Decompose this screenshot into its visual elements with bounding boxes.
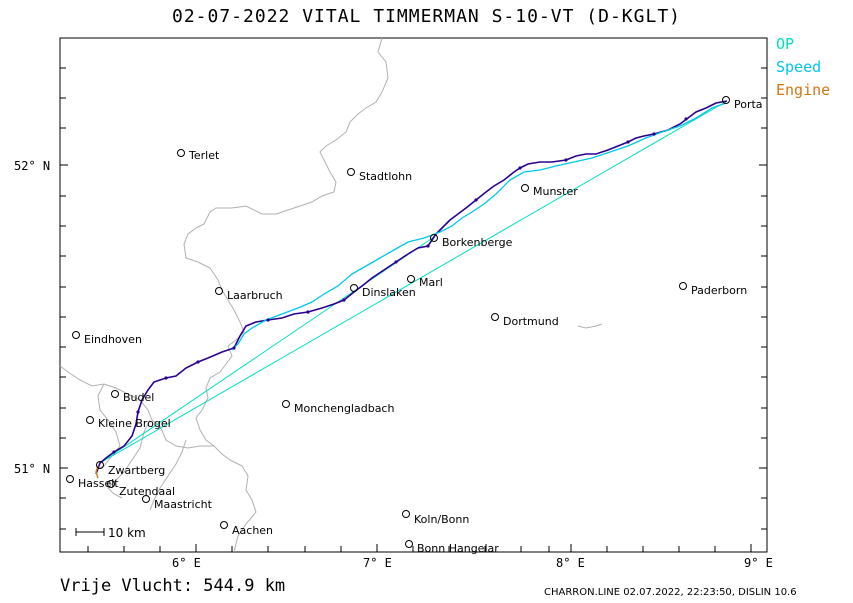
label-koln-bonn: Koln/Bonn	[414, 513, 469, 526]
lon-label-7: 7° E	[363, 556, 392, 570]
label-budel: Budel	[123, 391, 154, 404]
marker-marl	[407, 275, 415, 283]
country-borders	[59, 37, 603, 553]
marker-porta	[722, 96, 730, 104]
legend-engine: Engine	[776, 81, 831, 99]
scale-bar	[75, 528, 105, 536]
label-aachen: Aachen	[232, 524, 273, 537]
marker-borkenberge	[430, 234, 438, 242]
lon-label-8: 8° E	[556, 556, 585, 570]
marker-kleine-brogel	[86, 416, 94, 424]
marker-zwartberg	[96, 461, 104, 469]
legend-speed: Speed	[776, 58, 822, 76]
marker-dortmund	[491, 313, 499, 321]
label-eindhoven: Eindhoven	[84, 333, 142, 346]
label-borkenberge: Borkenberge	[442, 236, 513, 249]
place-labels: Terlet Stadtlohn Munster Porta Borkenber…	[78, 98, 763, 555]
axis-ticks	[60, 67, 767, 552]
label-porta: Porta	[734, 98, 763, 111]
place-markers	[66, 96, 730, 548]
speed-track	[231, 102, 727, 351]
scale-bar-label: 10 km	[108, 526, 146, 540]
marker-laarbruch	[215, 287, 223, 295]
label-kleine-brogel: Kleine Brogel	[98, 417, 171, 430]
label-munster: Munster	[533, 185, 578, 198]
footer-info: CHARRON.LINE 02.07.2022, 22:23:50, DISLI…	[544, 587, 797, 598]
marker-stadtlohn	[347, 168, 355, 176]
label-zwartberg: Zwartberg	[108, 464, 165, 477]
label-maastricht: Maastricht	[154, 498, 213, 511]
label-bonn-hangelar: Bonn Hangelar	[417, 542, 499, 555]
flight-track	[95, 100, 728, 475]
label-dinslaken: Dinslaken	[362, 286, 416, 299]
map-title: 02-07-2022 VITAL TIMMERMAN S-10-VT (D-KG…	[172, 6, 681, 27]
marker-budel	[111, 390, 119, 398]
label-zutendaal: Zutendaal	[119, 485, 175, 498]
label-terlet: Terlet	[188, 149, 220, 162]
marker-munster	[521, 184, 529, 192]
label-monchengladbach: Monchengladbach	[294, 402, 394, 415]
label-paderborn: Paderborn	[691, 284, 747, 297]
marker-maastricht	[142, 495, 150, 503]
marker-hasselt	[66, 475, 74, 483]
engine-track	[95, 465, 99, 479]
label-stadtlohn: Stadtlohn	[359, 170, 412, 183]
marker-paderborn	[679, 282, 687, 290]
track-fix-markers	[112, 117, 688, 454]
marker-koln-bonn	[402, 510, 410, 518]
free-flight-distance: Vrije Vlucht: 544.9 km	[60, 576, 286, 596]
marker-terlet	[177, 149, 185, 157]
label-laarbruch: Laarbruch	[227, 289, 283, 302]
legend-op: OP	[776, 35, 795, 53]
marker-zutendaal	[107, 480, 115, 488]
marker-bonn-hangelar	[405, 540, 413, 548]
lat-label-51: 51° N	[14, 462, 50, 476]
label-hasselt: Hasselt	[78, 477, 119, 490]
marker-dinslaken	[350, 284, 358, 292]
lat-label-52: 52° N	[14, 159, 50, 173]
label-marl: Marl	[419, 276, 443, 289]
lon-label-9: 9° E	[744, 556, 773, 570]
label-dortmund: Dortmund	[503, 315, 559, 328]
marker-eindhoven	[72, 331, 80, 339]
lon-label-6: 6° E	[172, 556, 201, 570]
marker-aachen	[220, 521, 228, 529]
legend: OP Speed Engine	[776, 33, 830, 102]
marker-monchengladbach	[282, 400, 290, 408]
